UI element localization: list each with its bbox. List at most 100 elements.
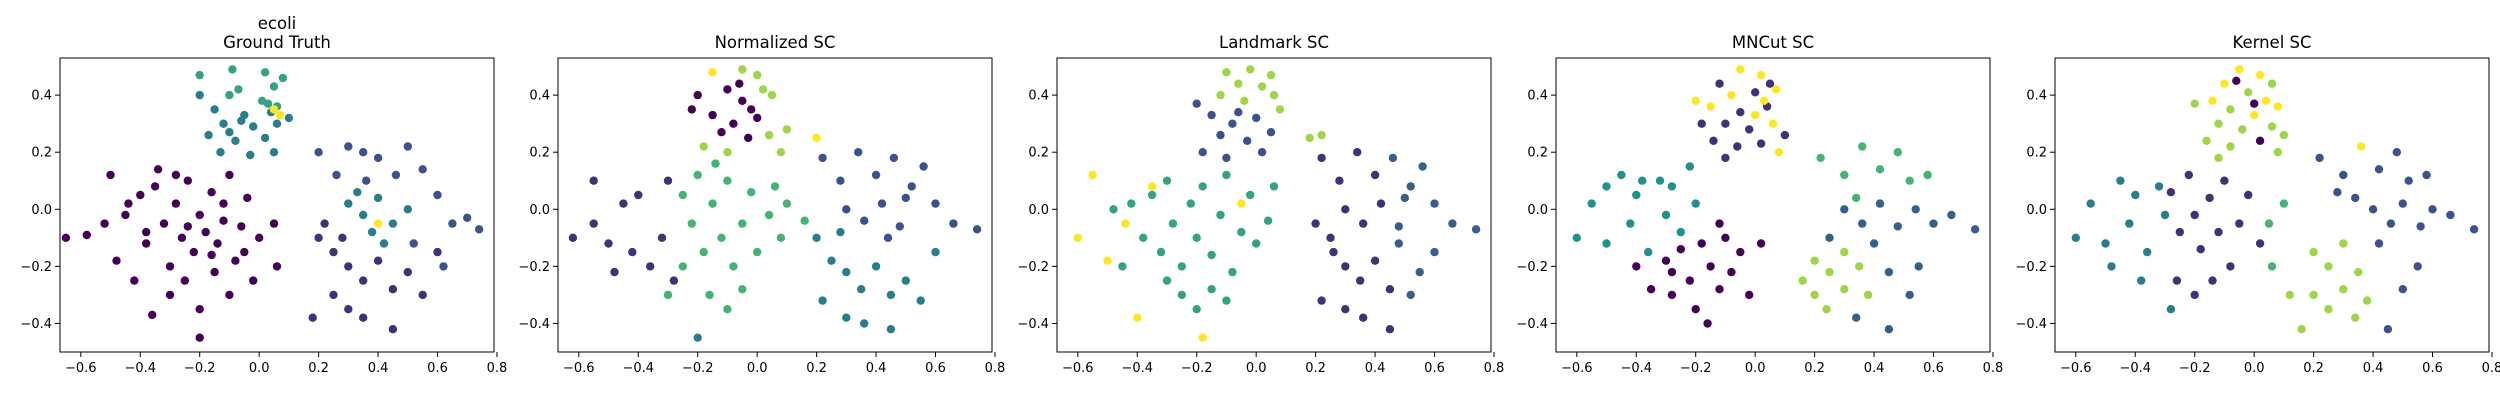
scatter-point [1721,153,1730,163]
scatter-point [1667,182,1677,191]
scatter-point [1127,199,1136,208]
scatter-point [1759,96,1769,106]
scatter-point [1751,110,1760,120]
scatter-point [362,176,371,185]
scatter-point [972,225,982,234]
scatter-point [699,142,708,151]
scatter-point [219,216,228,225]
scatter-point [373,256,383,265]
scatter-point [1756,239,1766,248]
scatter-point [2315,153,2324,163]
x-tick-label: 0.2 [1305,361,1326,376]
scatter-point [907,182,916,191]
scatter-point [628,247,637,257]
scatter-point [1911,205,1920,214]
scatter-point [183,176,192,185]
scatter-point [738,219,747,228]
scatter-point [1727,267,1736,277]
scatter-point [195,70,204,80]
y-tick-label: −0.4 [1017,317,1049,332]
x-tick-label: 0.4 [1864,361,1885,376]
scatter-point [2184,170,2193,180]
scatter-point [1252,239,1261,248]
scatter-point [1780,130,1790,140]
scatter-point [2166,305,2176,314]
scatter-point [2166,188,2176,197]
scatter-point [1840,205,1849,214]
scatter-point [1109,205,1118,214]
scatter-point [1863,290,1873,300]
scatter-point [1263,216,1273,225]
panel-title-line: Normalized SC [715,33,836,52]
scatter-point [2261,96,2271,106]
scatter-point [2116,176,2125,185]
scatter-point [1905,290,1914,300]
scatter-point [1947,210,1956,220]
scatter-point [1751,88,1760,97]
y-tick-label: 0.4 [2026,89,2047,104]
scatter-point [142,227,151,237]
scatter-point [693,170,702,180]
scatter-point [1162,176,1172,185]
scatter-point [2196,245,2205,254]
scatter-point [2339,239,2348,248]
scatter-point [827,256,836,265]
scatter-point [359,313,368,322]
scatter-point [1269,182,1279,191]
y-tick-label: 0.0 [1028,203,1049,218]
scatter-point [2279,199,2289,208]
scatter-point [1359,219,1368,228]
scatter-point [1745,125,1754,134]
scatter-point [171,170,181,180]
scatter-point [735,79,744,88]
scatter-point [1222,68,1231,77]
scatter-point [2071,233,2080,242]
scatter-point [263,99,273,108]
panel-title-line: MNCut SC [1732,33,1814,52]
scatter-point [1852,193,1861,203]
scatter-point [1329,247,1338,257]
scatter-point [1745,290,1754,300]
scatter-point [1923,170,1932,180]
scatter-point [1715,285,1724,294]
scatter-point [1644,247,1653,257]
x-tick-label: 0.0 [249,361,270,376]
scatter-point [195,333,204,342]
scatter-point [2190,290,2199,300]
scatter-point [2446,210,2455,220]
scatter-point [1602,239,1611,248]
scatter-point [225,170,234,180]
scatter-point [2267,79,2277,88]
scatter-point [589,219,598,228]
y-tick-label: −0.4 [20,317,52,332]
scatter-point [225,290,234,300]
scatter-point [1905,176,1914,185]
scatter-point [2428,205,2437,214]
scatter-point [1341,305,1350,314]
scatter-point [1406,290,1415,300]
scatter-point [231,136,240,145]
scatter-point [403,205,412,214]
scatter-point [269,105,279,114]
scatter-point [100,219,109,228]
scatter-point [344,142,353,151]
panel-title-line: Kernel SC [2232,33,2311,52]
scatter-points [568,65,982,342]
scatter-point [388,325,398,334]
scatter-point [1207,285,1216,294]
scatter-point [860,319,869,328]
scatter-point [1929,219,1938,228]
scatter-point [243,193,252,203]
scatter-point [344,199,353,208]
scatter-point [1840,247,1849,257]
scatter-point [753,70,762,80]
scatter-point [1685,162,1695,171]
x-tick-label: −0.2 [1181,361,1213,376]
scatter-point [1572,233,1582,242]
scatter-point [1858,219,1867,228]
scatter-point [708,199,717,208]
x-tick-label: 0.4 [1365,361,1386,376]
scatter-point [1676,245,1686,254]
scatter-point [699,247,708,257]
